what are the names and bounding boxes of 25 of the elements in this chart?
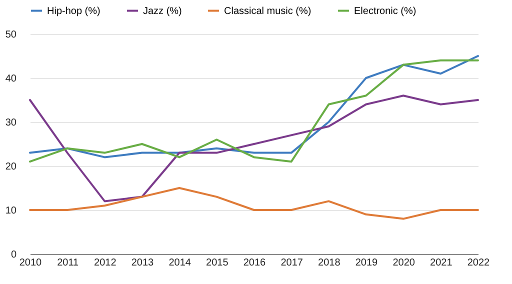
legend-label: Classical music (%) bbox=[224, 6, 312, 17]
x-tick-label: 2018 bbox=[318, 258, 341, 268]
legend-label: Hip-hop (%) bbox=[47, 6, 100, 17]
y-tick-label: 50 bbox=[5, 30, 17, 40]
x-tick-label: 2021 bbox=[430, 258, 453, 268]
y-tick-label: 0 bbox=[10, 250, 17, 260]
x-tick-label: 2019 bbox=[355, 258, 378, 268]
y-tick-label: 10 bbox=[5, 206, 17, 216]
x-tick-label: 2016 bbox=[243, 258, 266, 268]
x-tick-label: 2012 bbox=[94, 258, 117, 268]
x-tick-label: 2014 bbox=[168, 258, 192, 268]
x-tick-label: 2022 bbox=[467, 258, 490, 268]
legend-label: Jazz (%) bbox=[143, 6, 182, 17]
x-tick-label: 2010 bbox=[19, 258, 42, 268]
line-series bbox=[29, 187, 479, 220]
x-tick-label: 2013 bbox=[131, 258, 154, 268]
x-tick-label: 2017 bbox=[280, 258, 304, 268]
legend-label: Electronic (%) bbox=[354, 6, 416, 17]
y-tick-label: 30 bbox=[5, 118, 17, 128]
line-series bbox=[29, 94, 479, 202]
y-tick-label: 40 bbox=[5, 74, 17, 84]
x-tick-label: 2020 bbox=[392, 258, 416, 268]
x-tick-label: 2015 bbox=[206, 258, 229, 268]
x-tick-label: 2011 bbox=[57, 258, 80, 268]
y-tick-label: 20 bbox=[5, 162, 17, 172]
